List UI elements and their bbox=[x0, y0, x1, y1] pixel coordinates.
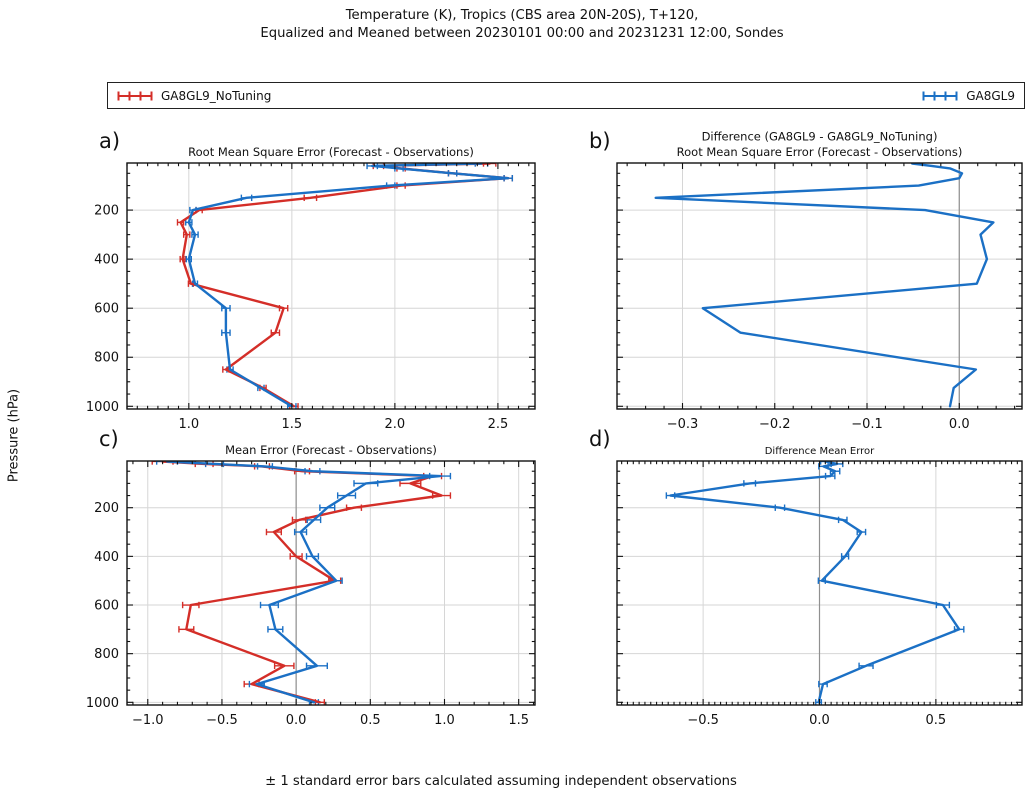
chart-b-data bbox=[654, 163, 995, 408]
series-line-GA8GL9 bbox=[165, 461, 442, 704]
figure-title-line2: Equalized and Meaned between 20230101 00… bbox=[260, 26, 784, 41]
x-tick-label: 1.5 bbox=[282, 417, 303, 432]
chart-c-data bbox=[151, 461, 452, 705]
x-tick-label: 1.5 bbox=[508, 713, 529, 728]
errorbars-GA8GL9 bbox=[155, 461, 452, 705]
x-tick-label: 0.0 bbox=[286, 713, 307, 728]
figure-title-line1: Temperature (K), Tropics (CBS area 20N-2… bbox=[345, 8, 699, 23]
legend: GA8GL9_NoTuning GA8GL9 bbox=[107, 82, 1025, 109]
y-tick-label: 1000 bbox=[86, 696, 119, 711]
chart-d: −0.5 0.0 0.5 Difference Mean Error d) bbox=[589, 427, 1023, 728]
series-line-GA8GL9 - GA8GL9_NoTuning bbox=[669, 461, 961, 704]
x-tick-label: 0.5 bbox=[926, 713, 947, 728]
caption: ± 1 standard error bars calculated assum… bbox=[265, 774, 737, 789]
axes-ticks bbox=[617, 163, 1022, 409]
axes-ticks bbox=[617, 461, 1022, 705]
panel-label: b) bbox=[589, 129, 611, 153]
y-tick-label: 600 bbox=[94, 599, 119, 614]
panel-label: a) bbox=[99, 129, 120, 153]
axes-frame bbox=[126, 460, 536, 706]
panel-label: c) bbox=[99, 427, 119, 451]
x-tick-label: 1.0 bbox=[178, 417, 199, 432]
errorbars-GA8GL9_NoTuning bbox=[151, 461, 452, 705]
chart-a-data bbox=[176, 163, 514, 409]
errorbar-line-sample-icon bbox=[922, 91, 958, 100]
x-tick-label: 2.0 bbox=[385, 417, 406, 432]
legend-label-noTuning: GA8GL9_NoTuning bbox=[161, 88, 272, 103]
x-tick-label: −0.5 bbox=[206, 713, 238, 728]
legend-entry-ga8gl9: GA8GL9 bbox=[922, 89, 1015, 103]
axes-ticks bbox=[126, 163, 535, 409]
x-tick-label: 0.5 bbox=[360, 713, 381, 728]
axes-ticks bbox=[127, 461, 535, 705]
axes-frame bbox=[616, 162, 1023, 410]
axes-frame bbox=[126, 162, 536, 410]
y-tick-label: 200 bbox=[94, 204, 119, 219]
y-tick-label: 200 bbox=[94, 501, 119, 516]
chart-title: Difference Mean Error bbox=[765, 446, 875, 457]
x-tick-label: −0.2 bbox=[759, 417, 791, 432]
x-tick-label: −0.1 bbox=[851, 417, 883, 432]
errorbars-GA8GL9 - GA8GL9_NoTuning bbox=[665, 461, 965, 705]
series-line-GA8GL9 - GA8GL9_NoTuning bbox=[654, 163, 995, 408]
chart-title: Root Mean Square Error (Forecast - Obser… bbox=[677, 145, 963, 159]
legend-label-ga8gl9: GA8GL9 bbox=[966, 88, 1015, 103]
chart-a: 1.0 1.5 2.0 2.5 200 400 600 800 1000 Root Mean Sq… bbox=[86, 129, 536, 432]
y-tick-label: 400 bbox=[94, 550, 119, 565]
y-tick-label: 1000 bbox=[86, 400, 119, 415]
figure-title: Temperature (K), Tropics (CBS area 20N-2… bbox=[10, 7, 1034, 43]
chart-title: Difference (GA8GL9 - GA8GL9_NoTuning) bbox=[702, 130, 938, 144]
y-tick-label: 800 bbox=[94, 647, 119, 662]
panel-label: d) bbox=[589, 427, 611, 451]
chart-d-data bbox=[665, 461, 965, 705]
x-tick-label: −0.5 bbox=[687, 713, 719, 728]
chart-title: Root Mean Square Error (Forecast - Obser… bbox=[188, 145, 474, 159]
y-axis-label: Pressure (hPa) bbox=[6, 388, 22, 483]
x-tick-label: 0.0 bbox=[949, 417, 970, 432]
series-line-GA8GL9_NoTuning bbox=[161, 461, 443, 704]
errorbar-line-sample-icon bbox=[117, 91, 153, 100]
y-tick-label: 800 bbox=[94, 351, 119, 366]
legend-entry-noTuning: GA8GL9_NoTuning bbox=[117, 89, 271, 103]
y-tick-label: 600 bbox=[94, 302, 119, 317]
chart-c: −1.0 −0.5 0.0 0.5 1.0 1.5 200 400 600 800 1000 Mean… bbox=[86, 427, 536, 728]
x-tick-label: 1.0 bbox=[434, 713, 455, 728]
chart-b: −0.3 −0.2 −0.1 0.0 Difference (GA8GL9 - GA8G… bbox=[589, 129, 1023, 432]
series-line-GA8GL9 bbox=[187, 163, 510, 408]
y-tick-label: 400 bbox=[94, 253, 119, 268]
x-tick-label: −0.3 bbox=[667, 417, 699, 432]
chart-title: Mean Error (Forecast - Observations) bbox=[225, 443, 437, 457]
x-tick-label: 0.0 bbox=[809, 713, 830, 728]
x-tick-label: 2.5 bbox=[488, 417, 509, 432]
x-tick-label: −1.0 bbox=[132, 713, 164, 728]
errorbars-GA8GL9_NoTuning bbox=[176, 163, 514, 409]
